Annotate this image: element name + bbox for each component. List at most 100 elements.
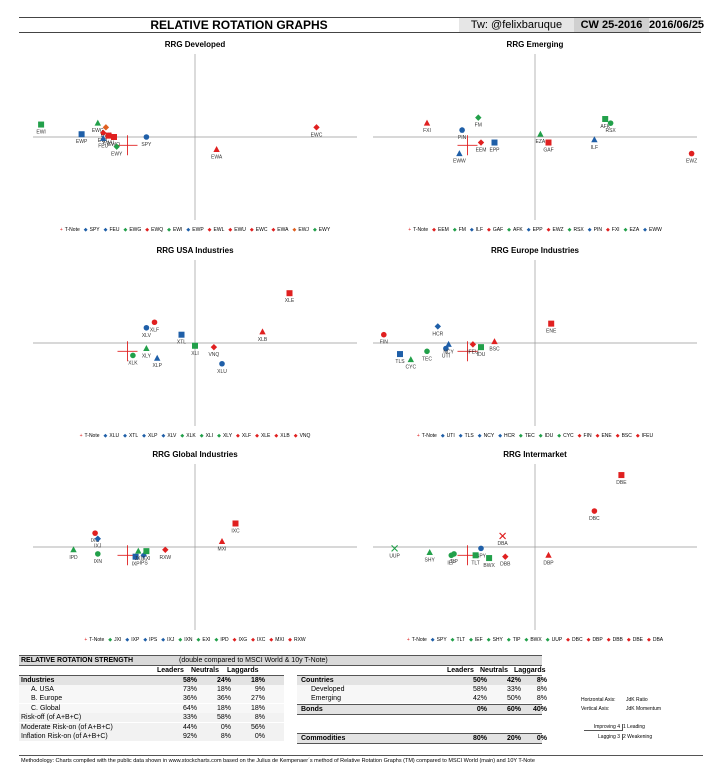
legend-marker: ◆ bbox=[430, 637, 435, 643]
legend-marker: ◆ bbox=[635, 433, 640, 439]
chart-legend: + T-Note ◆ EEM ◆ FM ◆ ILF ◆ GAF ◆ AFK ◆ EPP ◆ EWZ ◆ RSX ◆ P… bbox=[365, 227, 705, 233]
legend-marker: ◆ bbox=[271, 227, 276, 233]
label-ewy: EWY bbox=[111, 152, 123, 158]
legend-item-xlf: ◆ XLF bbox=[236, 433, 252, 439]
right-table-row: Commodities 80% 20% 0% bbox=[297, 733, 547, 744]
legend-item-ewj: ◆ EWJ bbox=[292, 227, 309, 233]
row-value: 58% bbox=[472, 685, 487, 693]
label-tip: TIP bbox=[450, 559, 458, 565]
legend-marker: ◆ bbox=[487, 227, 491, 233]
legend-item-ips: ◆ IPS bbox=[143, 637, 158, 643]
left-table-row: A. USA 73% 18% 9% bbox=[19, 684, 284, 694]
legend-marker: ◆ bbox=[546, 227, 551, 233]
legend-marker: ◆ bbox=[142, 433, 146, 439]
chart-title: RRG Emerging bbox=[506, 40, 564, 49]
chart-plot: EWIEWPEWGEWJEWLEWUFEUEWQEWYSPYEWAEWC bbox=[33, 54, 357, 220]
point-ixp bbox=[132, 553, 139, 560]
legend-item-tip: ◆ TIP bbox=[506, 637, 521, 643]
row-name: Developed bbox=[311, 685, 345, 693]
legend-item-vnq: ◆ VNQ bbox=[293, 433, 311, 439]
legend-item-ewc: ◆ EWC bbox=[249, 227, 268, 233]
point-dbc bbox=[591, 508, 598, 514]
label-xli: XLI bbox=[191, 351, 199, 357]
label-xle: XLE bbox=[285, 298, 295, 304]
legend-item-ipd: ◆ IPD bbox=[214, 637, 229, 643]
legend-marker: ◆ bbox=[232, 637, 237, 643]
row-value: 8% bbox=[536, 695, 547, 702]
point-jxi bbox=[135, 547, 142, 554]
point-dba bbox=[499, 532, 506, 540]
legend-item-ief: ◆ IEF bbox=[469, 637, 483, 643]
point-xlp bbox=[154, 354, 161, 361]
legend-marker: + bbox=[84, 637, 88, 643]
row-value: 50% bbox=[472, 677, 487, 684]
left-table-row: Risk-off (of A+B+C) 33% 58% 8% bbox=[19, 713, 284, 722]
horizontal-axis-label: Horizontal Axis: bbox=[581, 697, 616, 703]
point-xli bbox=[192, 342, 198, 349]
point-fin bbox=[381, 331, 387, 338]
table-subtitle: (double compared to MSCI World & 10y T-N… bbox=[179, 657, 328, 664]
label-tec: TEC bbox=[422, 356, 432, 362]
point-ilf bbox=[591, 136, 598, 143]
legend-marker: ◆ bbox=[180, 433, 185, 439]
point-hcr bbox=[434, 323, 441, 330]
point-uup bbox=[391, 544, 398, 552]
legend-marker: ◆ bbox=[538, 433, 543, 439]
legend-marker: ◆ bbox=[83, 227, 88, 233]
legend-marker: ◆ bbox=[103, 433, 108, 439]
legend-marker: ◆ bbox=[207, 227, 212, 233]
label-xtl: XTL bbox=[177, 340, 186, 346]
row-name: Moderate Risk-on (of A+B+C) bbox=[21, 723, 113, 731]
point-eza bbox=[537, 130, 544, 137]
label-ipd: IPD bbox=[69, 555, 78, 561]
legend-marker: ◆ bbox=[566, 637, 571, 643]
label-eza: EZA bbox=[536, 139, 546, 145]
label-ewi: EWI bbox=[36, 130, 45, 136]
label-bsc: BSC bbox=[489, 347, 500, 353]
point-xlb bbox=[259, 328, 266, 335]
legend-marker: ◆ bbox=[577, 433, 582, 439]
row-value: 92% bbox=[182, 733, 197, 740]
point-mxi bbox=[218, 537, 226, 544]
chart-title: RRG Global Industries bbox=[152, 450, 238, 459]
point-xle bbox=[286, 290, 293, 297]
point-ewp bbox=[78, 131, 85, 138]
legend-marker: ◆ bbox=[161, 433, 166, 439]
label-shy: SHY bbox=[425, 558, 436, 564]
legend-marker: ◆ bbox=[274, 433, 279, 439]
legend-item-xlb: ◆ XLB bbox=[274, 433, 290, 439]
chart-legend: + T-Note ◆ JXI ◆ IXP ◆ IPS ◆ IXJ ◆ IXN ◆ EXI ◆ IPD ◆ IXG ◆… bbox=[25, 637, 365, 643]
label-rsx: RSX bbox=[605, 128, 616, 134]
vertical-axis-value: JdK Momentum bbox=[626, 706, 662, 712]
legend-item-t-note: + T-Note bbox=[408, 227, 429, 233]
point-ewc bbox=[313, 124, 320, 131]
right-col-header: Leaders bbox=[447, 667, 474, 674]
legend-item-ixg: ◆ IXG bbox=[232, 637, 248, 643]
legend-marker: ◆ bbox=[125, 637, 130, 643]
legend-marker: ◆ bbox=[217, 433, 221, 439]
row-value: 0% bbox=[220, 723, 231, 731]
rrg-global-industries-chart: RRG Global Industries IXG IXJ IPD IXN IXP IPS E… bbox=[25, 450, 365, 655]
legend-marker: ◆ bbox=[292, 227, 297, 233]
left-col-header: Leaders bbox=[157, 667, 184, 674]
label-xly: XLY bbox=[142, 354, 152, 360]
row-value: 42% bbox=[472, 695, 487, 702]
point-idu bbox=[478, 344, 484, 351]
legend-marker: ◆ bbox=[469, 637, 473, 643]
legend-item-ixc: ◆ IXC bbox=[251, 637, 266, 643]
legend-marker: ◆ bbox=[587, 227, 592, 233]
left-table-row: C. Global 64% 18% 18% bbox=[19, 703, 284, 713]
legend-marker: ◆ bbox=[615, 433, 620, 439]
legend-item-dbb: ◆ DBB bbox=[606, 637, 623, 643]
point-xly bbox=[143, 345, 150, 352]
label-cyc: CYC bbox=[406, 365, 417, 371]
label-dbc: DBC bbox=[589, 516, 600, 522]
rrg-developed-chart: RRG DevelopedEWIEWPEWGEWJEWLEWUFEUEWQEWY… bbox=[25, 40, 365, 245]
point-vnq bbox=[210, 343, 218, 351]
table-title-row: RELATIVE ROTATION STRENGTH (double compa… bbox=[19, 655, 542, 666]
row-value: 27% bbox=[250, 695, 265, 702]
row-value: 33% bbox=[182, 714, 197, 721]
